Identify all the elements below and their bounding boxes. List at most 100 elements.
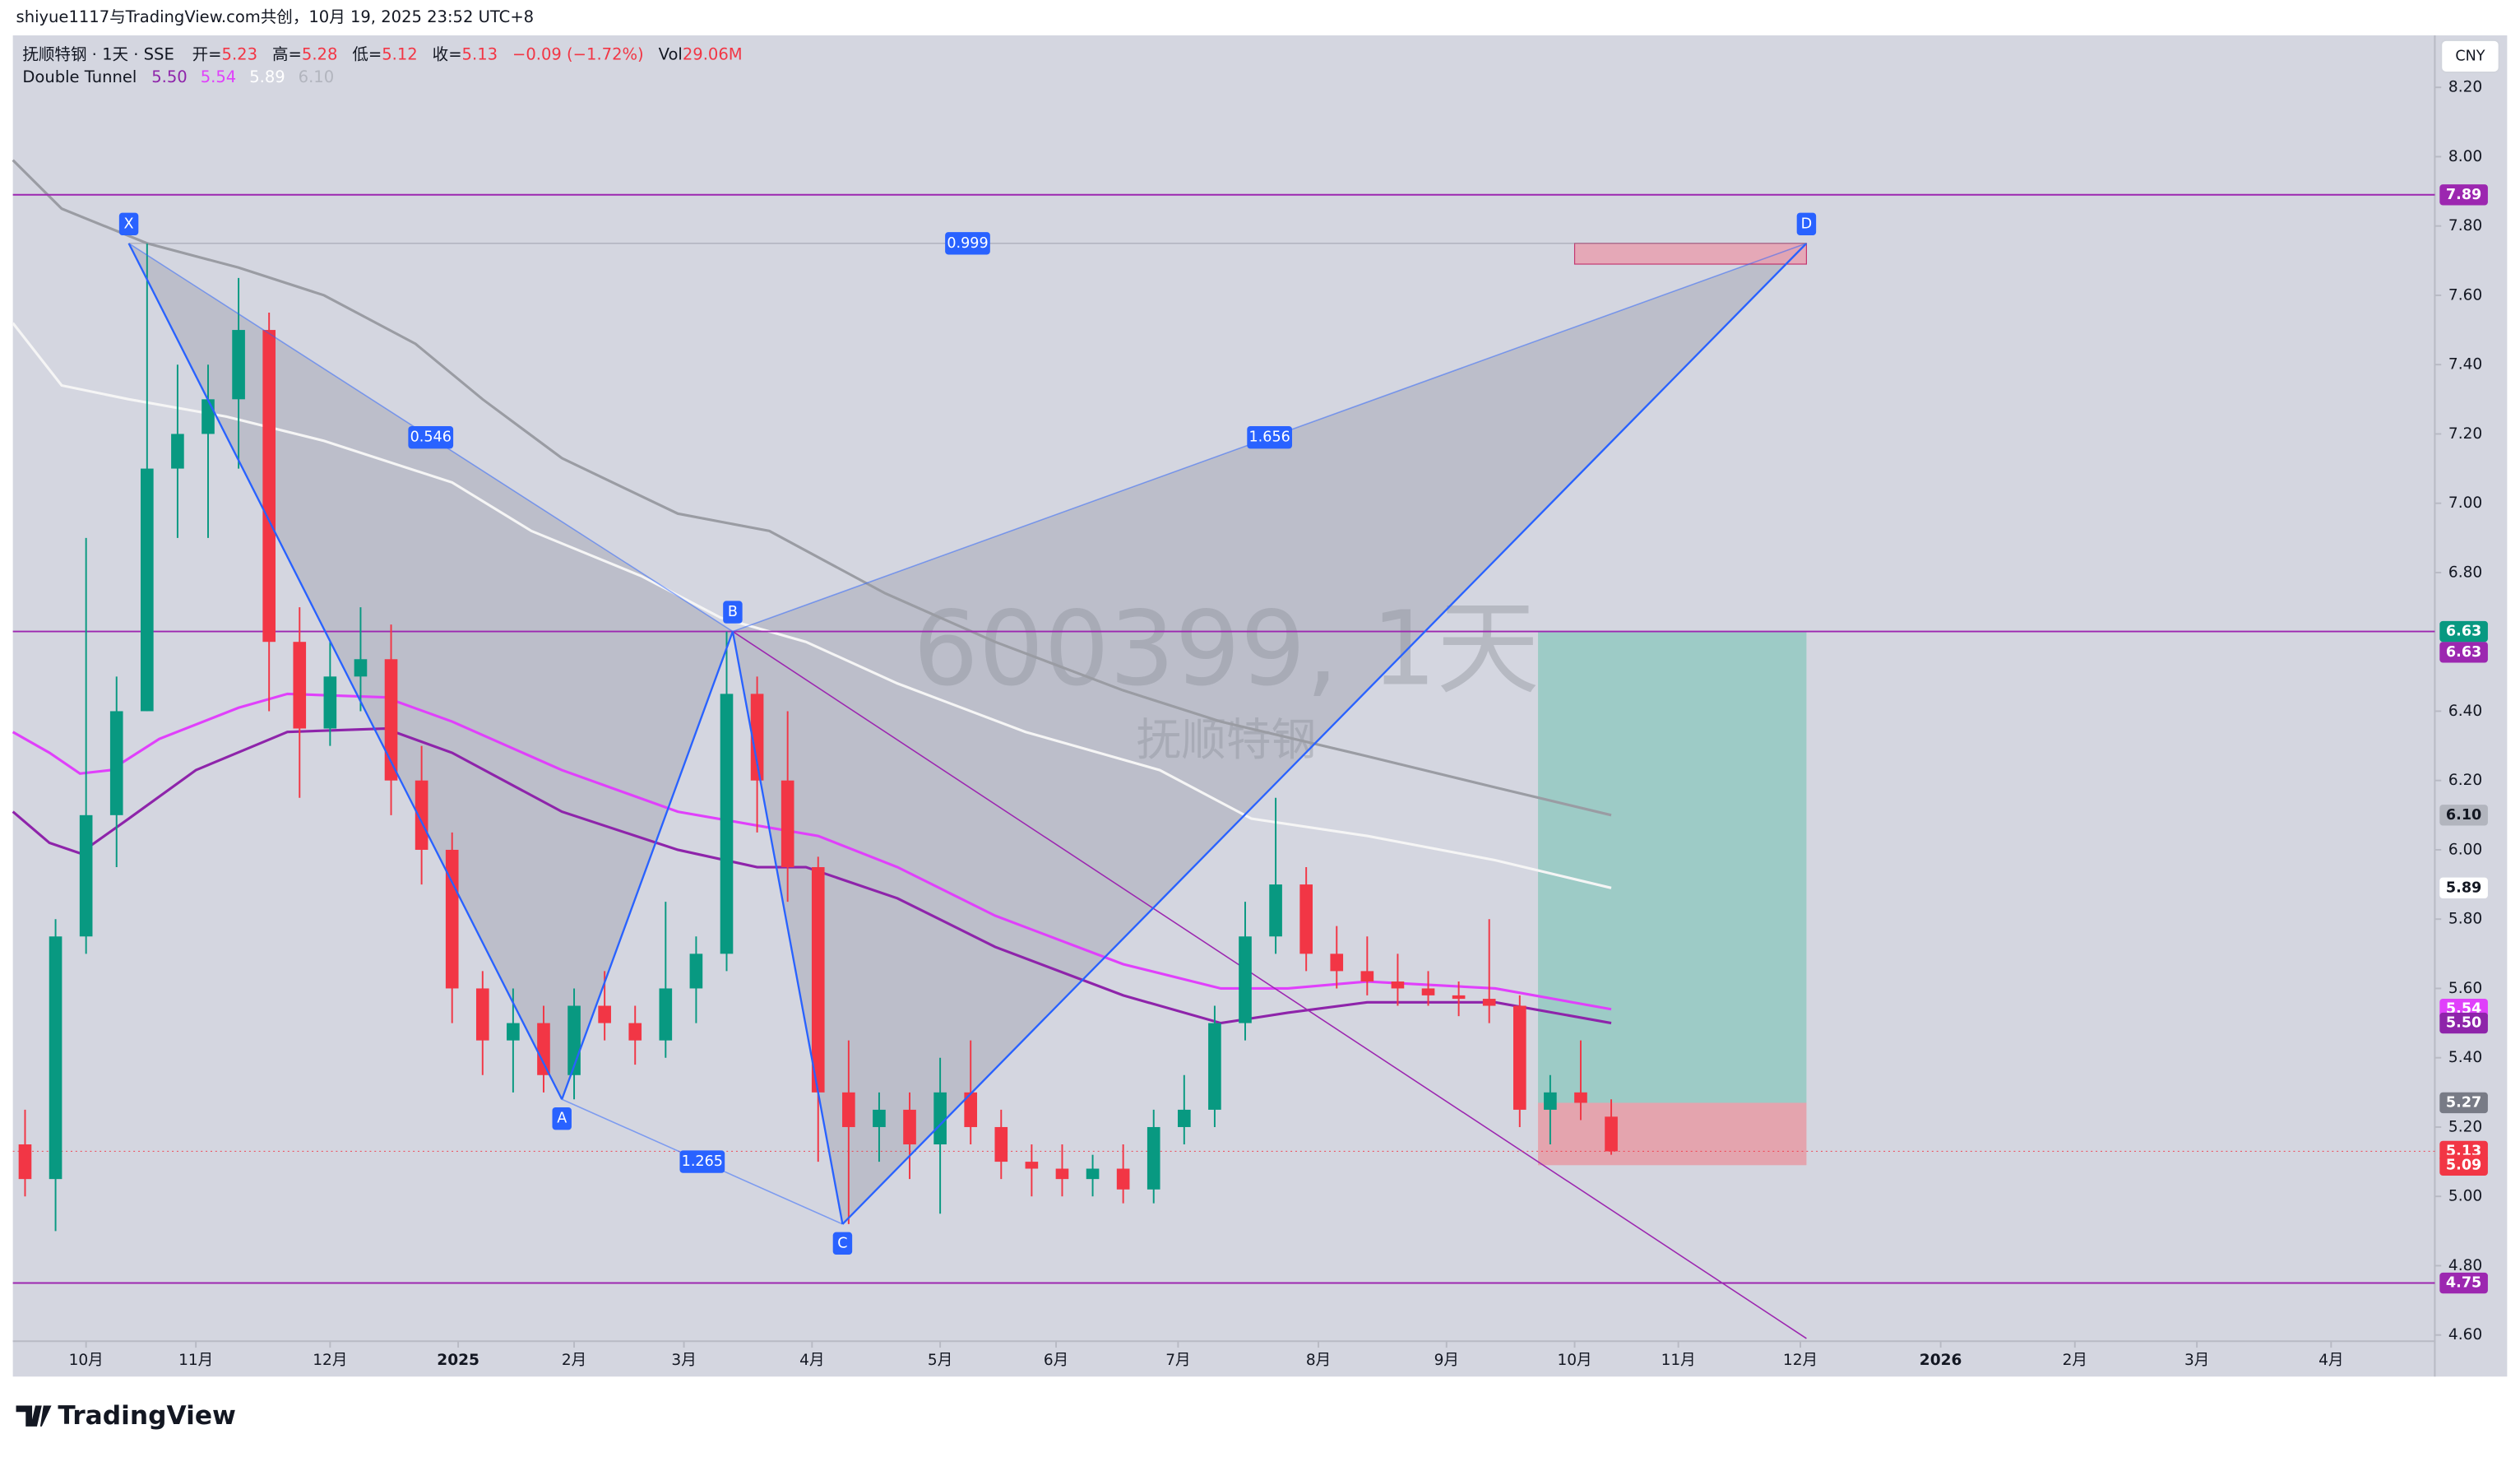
x-tick-label: 12月 xyxy=(1783,1352,1818,1369)
logo-icon xyxy=(16,1405,52,1427)
price-badge xyxy=(2439,1272,2488,1294)
y-tick-label: 7.00 xyxy=(2448,494,2482,512)
candle-body xyxy=(1025,1162,1039,1169)
x-tick-label: 3月 xyxy=(2184,1352,2209,1369)
point-badge xyxy=(723,601,743,624)
y-tick-label: 7.20 xyxy=(2448,425,2482,443)
legend-label: Vol xyxy=(659,44,683,63)
candle-body xyxy=(141,468,154,712)
candle-body xyxy=(1147,1126,1160,1190)
stop-zone xyxy=(1538,1102,1807,1166)
candle-body xyxy=(384,659,398,781)
candle-body xyxy=(842,1092,855,1127)
price-badge-label: 6.10 xyxy=(2446,807,2481,824)
indicator-value: 5.50 xyxy=(151,67,187,86)
pattern-leg xyxy=(731,631,844,1225)
legend-value: 5.28 xyxy=(302,44,337,63)
candle-body xyxy=(415,780,428,850)
y-tick-label: 7.60 xyxy=(2448,286,2482,304)
candle-body xyxy=(1391,981,1405,989)
ratio-badge xyxy=(945,232,990,255)
price-badge-label: 5.09 xyxy=(2446,1157,2481,1173)
currency[interactable]: CNY xyxy=(2455,48,2485,64)
candle-body xyxy=(1330,954,1344,972)
point-label: D xyxy=(1801,216,1813,232)
candle-body xyxy=(1055,1168,1069,1180)
y-tick-label: 6.20 xyxy=(2448,772,2482,789)
price-badge-label: 6.63 xyxy=(2446,644,2481,661)
x-tick-label: 2月 xyxy=(562,1352,586,1369)
ratio-label: 1.265 xyxy=(682,1153,723,1170)
candle-body xyxy=(781,780,794,868)
legend-label: 开= xyxy=(192,44,222,63)
x-tick-label: 4月 xyxy=(2318,1352,2343,1369)
y-tick-label: 6.40 xyxy=(2448,703,2482,720)
candle-body xyxy=(1269,884,1282,937)
y-tick-label: 6.80 xyxy=(2448,564,2482,581)
ma-line xyxy=(12,322,1612,889)
y-tick-label: 5.80 xyxy=(2448,911,2482,928)
candle-body xyxy=(720,694,734,954)
ratio-label: 0.546 xyxy=(410,429,452,446)
candle-body xyxy=(1299,884,1313,954)
point-label: A xyxy=(557,1111,567,1127)
pattern-fill xyxy=(128,243,733,1100)
y-tick-label: 7.40 xyxy=(2448,356,2482,374)
candle-body xyxy=(750,694,764,781)
x-tick-label: 12月 xyxy=(313,1352,347,1369)
candle-body xyxy=(1360,971,1374,982)
y-tick-label: 5.00 xyxy=(2448,1188,2482,1205)
legend-value: 29.06M xyxy=(683,44,743,63)
candle-body xyxy=(628,1023,642,1041)
candle-body xyxy=(1512,1005,1526,1110)
price-badge xyxy=(2439,1154,2488,1176)
ma-line xyxy=(12,726,1612,1025)
point-badge xyxy=(1796,212,1817,235)
price-badge-label: 4.75 xyxy=(2446,1275,2481,1292)
x-tick-label: 2025 xyxy=(437,1352,479,1369)
x-tick-label: 5月 xyxy=(928,1352,952,1369)
legend-label: 低= xyxy=(352,44,382,63)
candle-body xyxy=(811,867,825,1093)
price-badge-label: 7.89 xyxy=(2446,187,2481,203)
price-badge xyxy=(2439,877,2488,898)
indicator-value: 5.89 xyxy=(249,67,285,86)
price-badge-label: 5.27 xyxy=(2446,1094,2481,1111)
candle-body xyxy=(689,954,703,989)
candle-body xyxy=(1574,1092,1587,1103)
pattern-leg xyxy=(561,631,734,1100)
price-badge xyxy=(2439,1012,2488,1034)
ratio-badge xyxy=(679,1150,725,1173)
candle-body xyxy=(79,814,93,937)
candle-body xyxy=(49,936,63,1180)
y-tick-label: 5.60 xyxy=(2448,980,2482,997)
price-badge-label: 6.63 xyxy=(2446,624,2481,640)
y-tick-label: 4.60 xyxy=(2448,1326,2482,1343)
candle-body xyxy=(1421,988,1435,995)
pattern-leg xyxy=(841,242,1808,1225)
price-badge xyxy=(2439,642,2488,663)
point-label: B xyxy=(728,604,738,620)
candle-body xyxy=(445,849,459,989)
symbol: 抚顺特钢 · 1天 · SSE xyxy=(22,44,174,63)
candle-body xyxy=(537,1023,550,1075)
credit: shiyue1117与TradingView.com共创，10月 19, 202… xyxy=(16,7,535,26)
price-badge xyxy=(2439,805,2488,826)
candle-body xyxy=(964,1092,978,1127)
legend-row: 抚顺特钢 · 1天 · SSE 开=5.23 高=5.28 低=5.12 收=5… xyxy=(22,44,742,63)
x-tick-label: 10月 xyxy=(69,1352,104,1369)
candle-body xyxy=(873,1109,886,1127)
x-tick-label: 11月 xyxy=(178,1352,213,1369)
candle-body xyxy=(323,676,337,729)
y-tick-label: 8.00 xyxy=(2448,148,2482,165)
candle-body xyxy=(262,330,276,643)
ma-line xyxy=(12,159,1612,817)
currency-button[interactable] xyxy=(2440,39,2500,73)
candle-body xyxy=(933,1092,947,1145)
legend-label: 收= xyxy=(433,44,462,63)
candle-body xyxy=(171,434,184,469)
y-tick-label: 5.20 xyxy=(2448,1118,2482,1135)
x-tick-label: 10月 xyxy=(1557,1352,1591,1369)
